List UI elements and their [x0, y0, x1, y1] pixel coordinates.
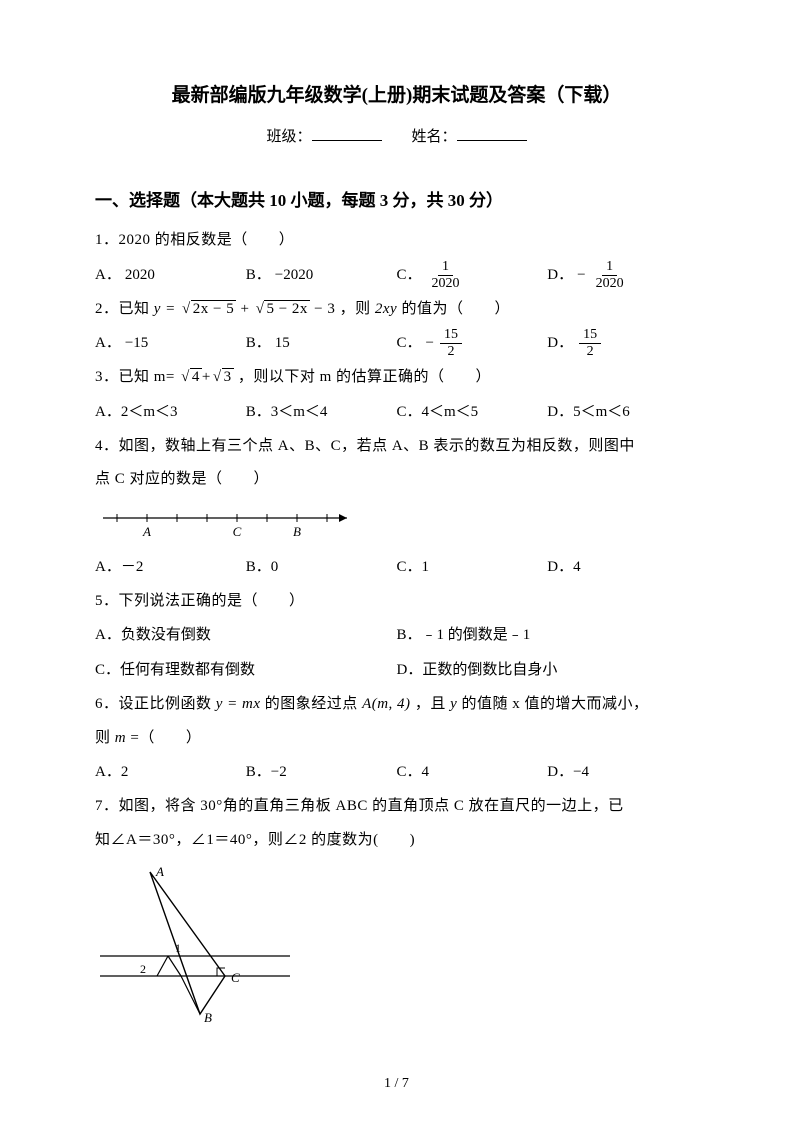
question-5: 5．下列说法正确的是（ ）: [95, 586, 698, 618]
q3-options: A．2＜m＜3 B．3＜m＜4 C．4＜m＜5 D．5＜m＜6: [95, 396, 698, 429]
svg-text:C: C: [233, 524, 242, 539]
question-7-line2: 知∠A＝30°，∠1＝40°，则∠2 的度数为( ): [95, 825, 698, 857]
q1-opt-c: C．12020: [397, 259, 548, 292]
question-6-line1: 6．设正比例函数 y = mx 的图象经过点 A(m, 4) ，且 y 的值随 …: [95, 689, 698, 721]
q1-opt-b: B．−2020: [246, 259, 397, 292]
sqrt-icon: 4: [179, 362, 202, 394]
question-1: 1．2020 的相反数是（ ）: [95, 225, 698, 257]
svg-text:2: 2: [140, 962, 146, 976]
q5-options-row2: C．任何有理数都有倒数 D．正数的倒数比自身小: [95, 654, 698, 687]
q4-opt-c: C．1: [397, 551, 548, 584]
q6-opt-c: C．4: [397, 756, 548, 789]
q2-options: A．−15 B．15 C．− 152 D．152: [95, 327, 698, 360]
q2-opt-d: D．152: [547, 327, 698, 360]
q6-opt-d: D．−4: [547, 756, 698, 789]
question-3: 3．已知 m= 4+3 ，则以下对 m 的估算正确的（ ）: [95, 362, 698, 394]
question-4-line1: 4．如图，数轴上有三个点 A、B、C，若点 A、B 表示的数互为相反数，则图中: [95, 431, 698, 463]
number-line-svg: ACB: [95, 504, 355, 542]
question-7-line1: 7．如图，将含 30°角的直角三角板 ABC 的直角顶点 C 放在直尺的一边上，…: [95, 791, 698, 823]
q6-opt-b: B．−2: [246, 756, 397, 789]
svg-text:1: 1: [175, 941, 181, 955]
section-1-header: 一、选择题（本大题共 10 小题，每题 3 分，共 30 分）: [95, 186, 698, 211]
q1-opt-a: A．2020: [95, 259, 246, 292]
q4-opt-a: A．－2: [95, 551, 246, 584]
page: 最新部编版九年级数学(上册)期末试题及答案（下载） 班级： 姓名： 一、选择题（…: [0, 0, 793, 1122]
q4-opt-d: D．4: [547, 551, 698, 584]
question-2: 2．已知 y = 2x − 5 + 5 − 2x − 3 ，则 2xy 的值为（…: [95, 294, 698, 326]
name-label: 姓名：: [412, 129, 457, 145]
student-info-row: 班级： 姓名：: [95, 125, 698, 146]
name-blank: [457, 126, 527, 141]
sqrt-icon: 5 − 2x: [254, 294, 310, 326]
q5-opt-c: C．任何有理数都有倒数: [95, 654, 397, 687]
class-blank: [312, 126, 382, 141]
q4-opt-b: B．0: [246, 551, 397, 584]
class-label: 班级：: [266, 129, 311, 145]
q3-opt-d: D．5＜m＜6: [547, 396, 698, 429]
q4-options: A．－2 B．0 C．1 D．4: [95, 551, 698, 584]
q5-opt-b: B．﹣1 的倒数是﹣1: [397, 619, 699, 652]
q2-opt-b: B．15: [246, 327, 397, 360]
svg-text:C: C: [231, 970, 240, 985]
question-6-line2: 则 m =（ ）: [95, 723, 698, 755]
q2-opt-c: C．− 152: [397, 327, 548, 360]
q5-opt-a: A．负数没有倒数: [95, 619, 397, 652]
q5-opt-d: D．正数的倒数比自身小: [397, 654, 699, 687]
svg-text:B: B: [293, 524, 301, 539]
q1-options: A．2020 B．−2020 C．12020 D．− 12020: [95, 259, 698, 292]
sqrt-icon: 3: [211, 362, 234, 394]
q1-opt-d: D．− 12020: [547, 259, 698, 292]
q6-opt-a: A．2: [95, 756, 246, 789]
svg-text:A: A: [142, 524, 151, 539]
page-number: 1 / 7: [0, 1076, 793, 1092]
q2-opt-a: A．−15: [95, 327, 246, 360]
q5-options-row1: A．负数没有倒数 B．﹣1 的倒数是﹣1: [95, 619, 698, 652]
document-title: 最新部编版九年级数学(上册)期末试题及答案（下载）: [95, 80, 698, 107]
number-line-figure: ACB: [95, 504, 698, 547]
sqrt-icon: 2x − 5: [180, 294, 236, 326]
q6-options: A．2 B．−2 C．4 D．−4: [95, 756, 698, 789]
svg-text:B: B: [204, 1010, 212, 1024]
triangle-svg: A B C 1 2: [95, 864, 295, 1024]
triangle-figure: A B C 1 2: [95, 864, 698, 1029]
q3-opt-c: C．4＜m＜5: [397, 396, 548, 429]
q3-opt-a: A．2＜m＜3: [95, 396, 246, 429]
svg-text:A: A: [155, 864, 164, 879]
q3-opt-b: B．3＜m＜4: [246, 396, 397, 429]
question-4-line2: 点 C 对应的数是（ ）: [95, 464, 698, 496]
